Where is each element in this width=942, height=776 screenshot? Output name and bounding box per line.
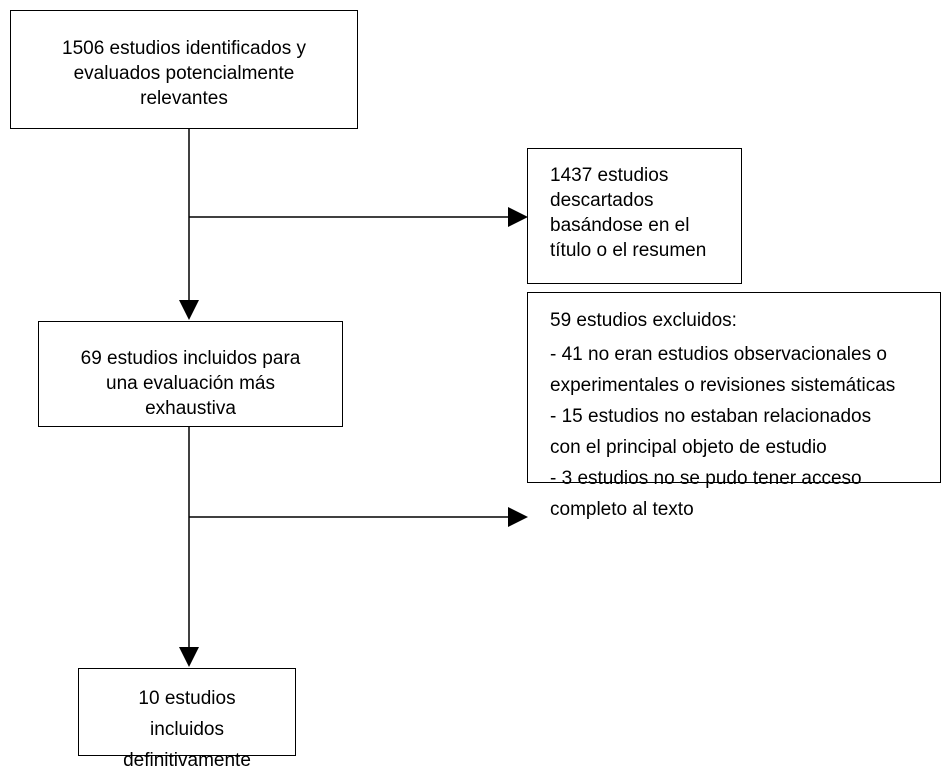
box-identified-studies: 1506 estudios identificados y evaluados … (10, 10, 358, 129)
box-text-line: completo al texto (550, 499, 694, 520)
arrowhead-right-1 (508, 207, 528, 227)
box-excluded-studies: 59 estudios excluidos: - 41 no eran estu… (527, 292, 941, 520)
box-discarded-studies: 1437 estudios descartados basándose en e… (527, 148, 742, 284)
box-text-line: título o el resumen (550, 240, 707, 261)
box-text-line: descartados (550, 190, 654, 211)
box-text-line: experimentales o revisiones sistemáticas (550, 375, 896, 396)
box-text-line: - 15 estudios no estaban relacionados (550, 406, 872, 427)
box-text-line: 69 estudios incluidos para (80, 348, 301, 369)
box-final-studies: 10 estudios incluidos definitivamente (78, 668, 296, 771)
excluded-heading: 59 estudios excluidos: (550, 310, 737, 331)
box-included-studies: 69 estudios incluidos para una evaluació… (38, 321, 343, 427)
box-text-line: evaluados potencialmente (73, 63, 295, 84)
box-text-line: una evaluación más (106, 373, 275, 394)
arrowhead-right-2 (508, 507, 528, 527)
arrowhead-down-2 (179, 647, 199, 667)
arrowhead-down-1 (179, 300, 199, 320)
box-text-line: incluidos (150, 719, 224, 740)
box-text-line: 1506 estudios identificados y (62, 38, 306, 59)
box-text-line: exhaustiva (145, 398, 236, 419)
box-text-line: basándose en el (550, 215, 690, 236)
box-text-line: 1437 estudios (550, 165, 669, 186)
box-text-line: con el principal objeto de estudio (550, 437, 827, 458)
box-text-line: 10 estudios (138, 688, 236, 709)
box-text-line: definitivamente (123, 750, 251, 771)
box-text-line: - 41 no eran estudios observacionales o (550, 344, 887, 365)
box-text-line: - 3 estudios no se pudo tener acceso (550, 468, 862, 489)
box-text-line: relevantes (140, 88, 228, 109)
